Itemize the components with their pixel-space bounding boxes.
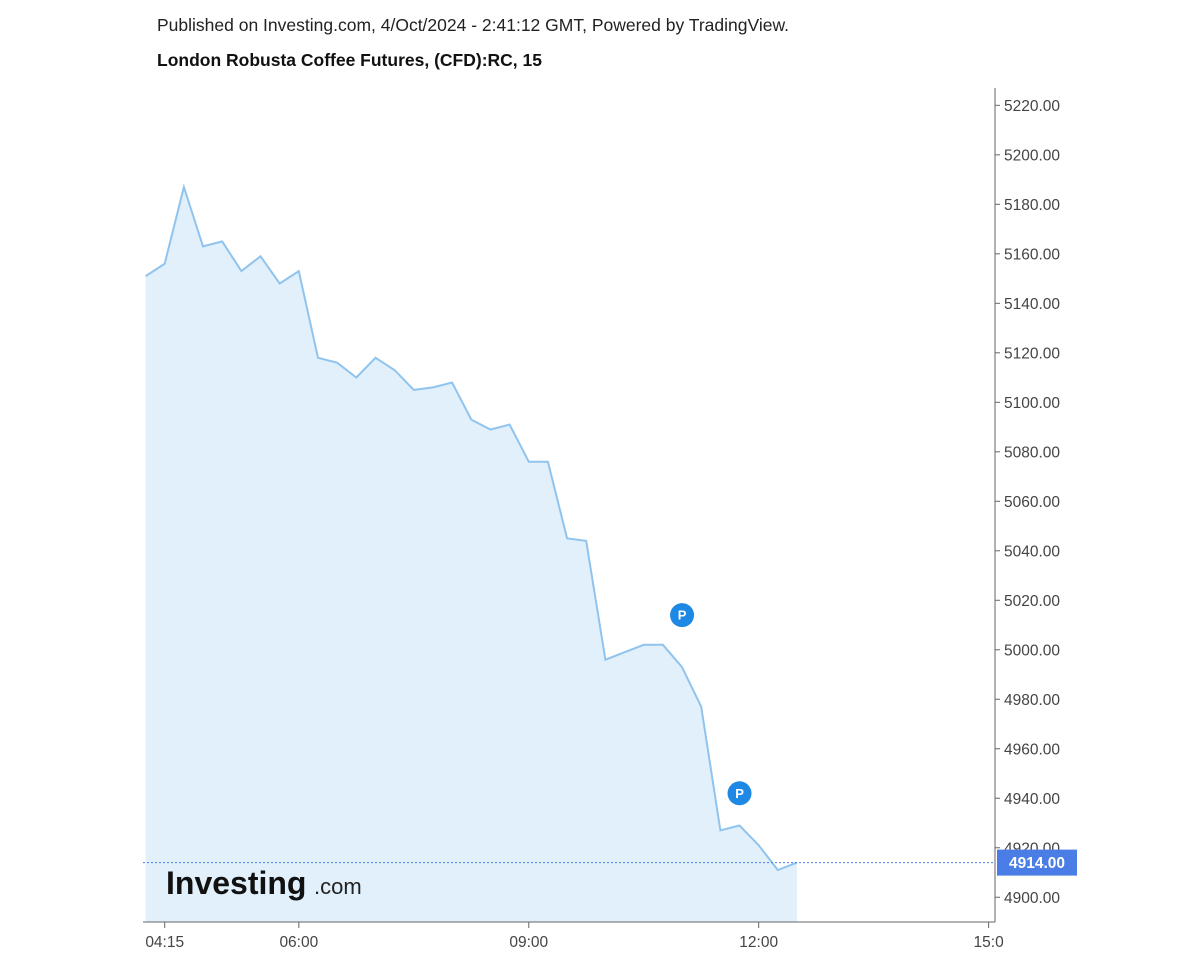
x-tick-label: 06:00: [279, 934, 318, 951]
y-tick-label: 5000.00: [1004, 642, 1060, 659]
logo-domain-text: .com: [314, 874, 362, 899]
last-price-badge: [997, 849, 1077, 876]
logo-main-text: Investing: [166, 865, 306, 901]
event-marker-label: P: [735, 786, 744, 801]
y-tick-label: 5140.00: [1004, 296, 1060, 313]
y-tick-label: 5180.00: [1004, 197, 1060, 214]
price-area-fill: [145, 187, 798, 922]
x-tick-label: 04:15: [145, 934, 184, 951]
y-tick-label: 4900.00: [1004, 890, 1060, 907]
y-tick-label: 4980.00: [1004, 692, 1060, 709]
price-line: [145, 183, 798, 872]
event-markers: PP: [670, 603, 752, 806]
x-axis-ticks: 04:15 06:00 09:00 12:00 15:0: [145, 922, 1004, 951]
y-tick-label: 5080.00: [1004, 444, 1060, 461]
investing-logo: Investing .com: [166, 865, 362, 901]
event-marker[interactable]: [727, 781, 752, 806]
y-axis-ticks: 5220.00 5200.00 5180.00 5160.00 5140.00 5120.…: [995, 98, 1060, 907]
y-tick-label: 5200.00: [1004, 147, 1060, 164]
y-tick-label: 5120.00: [1004, 345, 1060, 362]
y-tick-label: 5100.00: [1004, 395, 1060, 412]
event-marker-label: P: [678, 608, 687, 623]
chart-title: London Robusta Coffee Futures, (CFD):RC,…: [157, 50, 542, 70]
last-price-text: 4914.00: [1009, 855, 1065, 872]
y-tick-label: 5060.00: [1004, 494, 1060, 511]
y-tick-label: 4960.00: [1004, 741, 1060, 758]
y-tick-label: 5160.00: [1004, 246, 1060, 263]
y-tick-label: 5020.00: [1004, 593, 1060, 610]
y-tick-label: 4940.00: [1004, 791, 1060, 808]
published-note: Published on Investing.com, 4/Oct/2024 -…: [157, 15, 789, 35]
x-tick-label: 15:0: [974, 934, 1005, 951]
y-tick-label: 5040.00: [1004, 543, 1060, 560]
x-tick-label: 09:00: [509, 934, 548, 951]
event-marker[interactable]: [670, 603, 695, 628]
y-tick-label: 5220.00: [1004, 98, 1060, 115]
x-tick-label: 12:00: [739, 934, 778, 951]
last-price-label: 4914.00: [997, 849, 1077, 876]
